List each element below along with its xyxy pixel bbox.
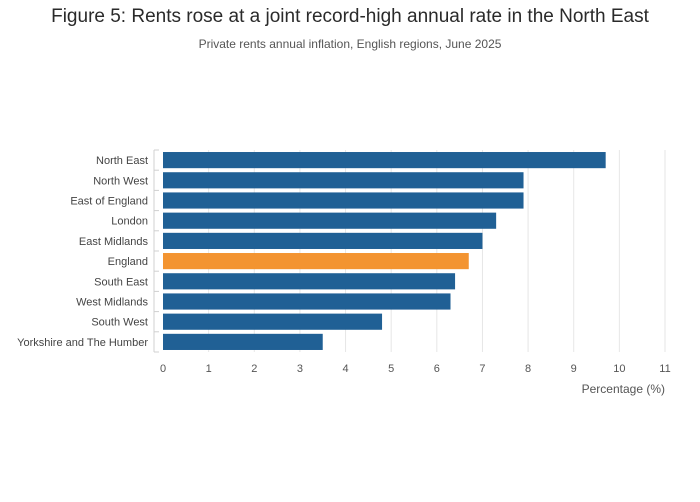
chart-subtitle: Private rents annual inflation, English …	[198, 37, 502, 51]
x-tick-label: 4	[342, 363, 348, 375]
bar	[163, 293, 451, 310]
x-tick-label: 2	[251, 363, 257, 375]
bar	[163, 232, 483, 249]
bar	[163, 273, 456, 290]
bar	[163, 313, 383, 330]
bar	[163, 253, 469, 270]
category-label: Yorkshire and The Humber	[17, 337, 148, 349]
x-tick-label: 9	[571, 363, 577, 375]
category-label: East of England	[70, 196, 148, 208]
category-label: North West	[93, 175, 148, 187]
x-tick-label: 7	[479, 363, 485, 375]
x-axis-ticks: 0 1 2 3 4 5 6 7 8 9 10 11	[160, 363, 671, 375]
bar	[163, 152, 606, 169]
category-label: East Midlands	[79, 236, 149, 248]
category-label: London	[111, 216, 148, 228]
category-label: South East	[94, 276, 148, 288]
category-label: West Midlands	[76, 297, 148, 309]
x-tick-label: 5	[388, 363, 394, 375]
chart-title: Figure 5: Rents rose at a joint record-h…	[51, 6, 649, 27]
category-label: North East	[96, 155, 148, 167]
x-axis-title: Percentage (%)	[582, 382, 665, 396]
bar	[163, 192, 524, 209]
x-tick-label: 6	[434, 363, 440, 375]
category-labels: North East North West East of England Londo…	[17, 155, 148, 349]
x-tick-label: 3	[297, 363, 303, 375]
x-tick-label: 8	[525, 363, 531, 375]
category-label: England	[108, 256, 148, 268]
x-tick-label: 1	[206, 363, 212, 375]
bars	[163, 152, 606, 350]
bar	[163, 172, 524, 189]
bar	[163, 333, 323, 350]
x-tick-label: 10	[613, 363, 625, 375]
x-tick-label: 0	[160, 363, 166, 375]
bar	[163, 212, 497, 229]
category-label: South West	[91, 317, 148, 329]
x-tick-label: 11	[659, 363, 670, 375]
